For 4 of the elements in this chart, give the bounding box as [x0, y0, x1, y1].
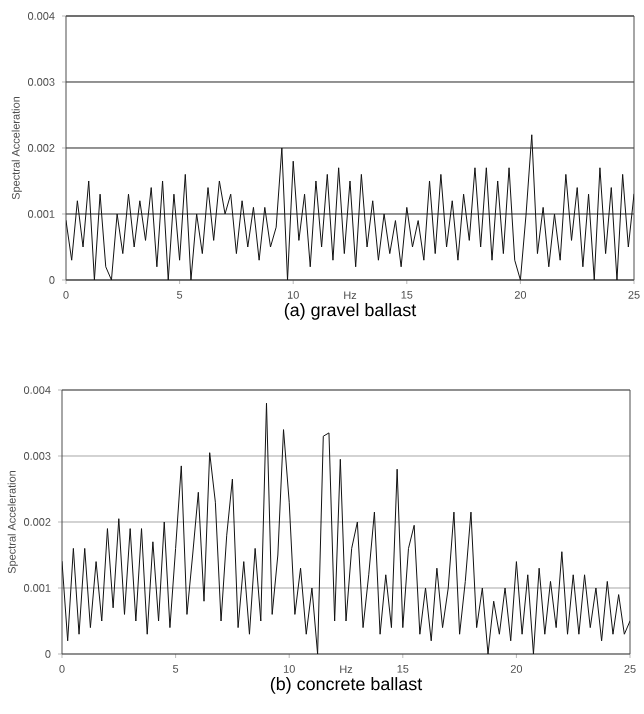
text: (b) concrete ballast — [270, 677, 423, 694]
line-series — [66, 134, 635, 280]
text: (a) gravel ballast — [284, 303, 417, 320]
line-series — [62, 402, 631, 654]
